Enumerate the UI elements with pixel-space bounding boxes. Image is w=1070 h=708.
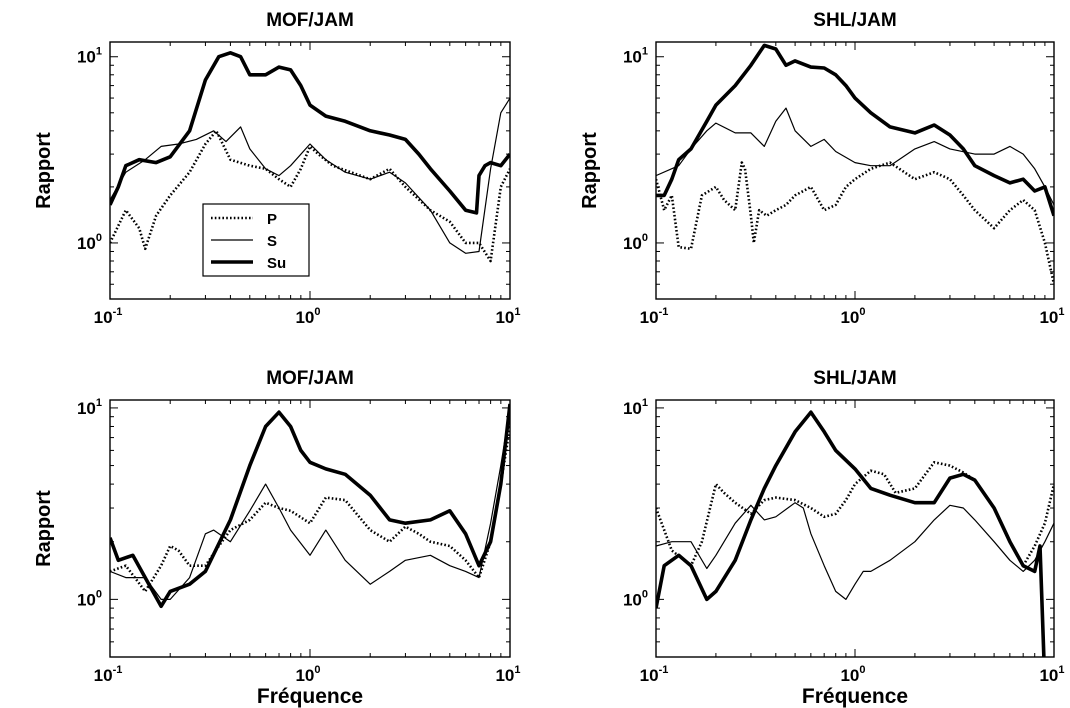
x-tick-exponent: 1	[514, 664, 520, 676]
x-tick-exponent: 0	[314, 306, 320, 318]
panel-title: MOF/JAM	[266, 368, 354, 389]
x-tick-base: 10	[840, 666, 859, 685]
y-tick-exponent: 1	[642, 46, 648, 58]
y-tick-base: 10	[77, 590, 96, 609]
series-p-line	[110, 129, 510, 263]
series-s-line	[110, 97, 510, 254]
x-tick-label: 101	[1039, 306, 1064, 327]
series-p-line	[110, 426, 510, 593]
y-tick-label: 101	[623, 46, 648, 67]
y-tick-label: 101	[77, 46, 102, 67]
x-tick-base: 10	[1039, 308, 1058, 327]
x-tick-base: 10	[295, 666, 314, 685]
legend-label-s: S	[267, 233, 277, 250]
y-tick-exponent: 1	[96, 46, 102, 58]
series-p-line	[656, 460, 1054, 568]
x-tick-exponent: 0	[859, 664, 865, 676]
panel-title: SHL/JAM	[813, 10, 896, 31]
axes-frame	[655, 399, 1055, 658]
x-tick-label: 101	[495, 664, 520, 685]
series-p-line	[656, 161, 1054, 285]
series-s-line	[656, 502, 1054, 601]
y-tick-exponent: 1	[96, 397, 102, 409]
x-axis-label: Fréquence	[802, 685, 908, 708]
x-tick-label: 101	[1039, 664, 1064, 685]
y-tick-label: 101	[77, 397, 102, 418]
x-tick-exponent: 0	[314, 664, 320, 676]
y-axis-label: Rapport	[33, 132, 55, 209]
x-tick-exponent: 1	[1058, 306, 1064, 318]
x-tick-base: 10	[640, 666, 659, 685]
panel-title: SHL/JAM	[813, 368, 896, 389]
x-tick-exponent: -1	[113, 664, 123, 676]
x-tick-label: 10-1	[94, 664, 123, 685]
series-s-line	[110, 407, 510, 601]
axes-frame	[655, 41, 1055, 300]
y-axis-label: Rapport	[579, 132, 601, 209]
axes-frame	[109, 399, 511, 658]
y-tick-exponent: 0	[96, 588, 102, 600]
series-su-line	[110, 50, 510, 215]
axes-frame	[109, 41, 511, 300]
y-tick-exponent: 0	[642, 588, 648, 600]
x-tick-base: 10	[640, 308, 659, 327]
y-tick-base: 10	[77, 48, 96, 67]
y-tick-label: 100	[623, 588, 648, 609]
x-tick-exponent: 1	[514, 306, 520, 318]
x-tick-base: 10	[94, 308, 113, 327]
x-tick-exponent: -1	[659, 306, 669, 318]
x-tick-label: 100	[840, 664, 865, 685]
y-tick-label: 100	[77, 588, 102, 609]
panel-title: MOF/JAM	[266, 10, 354, 31]
series-su-line	[110, 403, 510, 609]
series-su-line	[656, 410, 1046, 657]
series-s-line	[656, 107, 1054, 206]
y-tick-base: 10	[77, 399, 96, 418]
x-tick-base: 10	[295, 308, 314, 327]
x-tick-label: 10-1	[640, 306, 669, 327]
y-tick-exponent: 0	[642, 232, 648, 244]
x-tick-exponent: 0	[859, 306, 865, 318]
x-tick-label: 100	[295, 664, 320, 685]
y-tick-label: 100	[623, 232, 648, 253]
x-tick-base: 10	[840, 308, 859, 327]
y-tick-base: 10	[623, 234, 642, 253]
x-tick-label: 10-1	[94, 306, 123, 327]
x-tick-exponent: -1	[113, 306, 123, 318]
y-tick-base: 10	[623, 590, 642, 609]
x-tick-label: 10-1	[640, 664, 669, 685]
x-tick-base: 10	[94, 666, 113, 685]
x-tick-exponent: 1	[1058, 664, 1064, 676]
x-tick-label: 100	[295, 306, 320, 327]
x-axis-label: Fréquence	[257, 685, 363, 708]
series-su-line	[656, 43, 1054, 217]
y-tick-exponent: 1	[642, 397, 648, 409]
x-tick-label: 100	[840, 306, 865, 327]
x-tick-label: 101	[495, 306, 520, 327]
x-tick-base: 10	[495, 308, 514, 327]
y-tick-exponent: 0	[96, 232, 102, 244]
y-tick-base: 10	[77, 234, 96, 253]
legend-label-su: Su	[267, 255, 286, 272]
x-tick-exponent: -1	[659, 664, 669, 676]
legend-label-p: P	[267, 211, 277, 228]
x-tick-base: 10	[495, 666, 514, 685]
x-tick-base: 10	[1039, 666, 1058, 685]
y-axis-label: Rapport	[33, 490, 55, 567]
y-tick-label: 100	[77, 232, 102, 253]
y-tick-base: 10	[623, 399, 642, 418]
y-tick-base: 10	[623, 48, 642, 67]
y-tick-label: 101	[623, 397, 648, 418]
